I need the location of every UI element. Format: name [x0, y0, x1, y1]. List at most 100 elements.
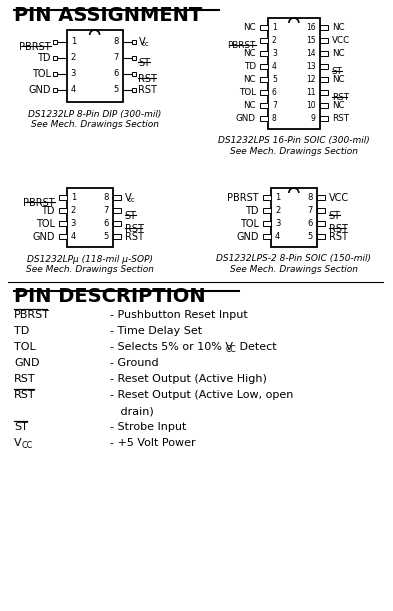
Text: TOL: TOL [14, 342, 36, 352]
Bar [320, 116, 328, 121]
Bar [320, 77, 328, 82]
Bar [53, 56, 57, 60]
Text: 2: 2 [275, 207, 280, 215]
Text: 7: 7 [307, 207, 313, 215]
Bar [320, 90, 328, 95]
Bar [263, 196, 271, 200]
Text: VCC: VCC [329, 192, 349, 203]
Bar [260, 38, 268, 43]
Text: 3: 3 [71, 219, 76, 229]
Text: RST: RST [125, 224, 143, 234]
Text: RST: RST [125, 232, 143, 242]
Bar [260, 116, 268, 121]
Text: GND: GND [14, 358, 39, 368]
Bar [260, 90, 268, 95]
Text: DS1232LP 8-Pin DIP (300-mil): DS1232LP 8-Pin DIP (300-mil) [28, 110, 161, 119]
Text: CC: CC [22, 441, 33, 450]
Text: 1: 1 [71, 193, 76, 202]
Text: PIN ASSIGNMENT: PIN ASSIGNMENT [14, 6, 202, 25]
Bar [112, 208, 121, 213]
Text: NC: NC [243, 75, 256, 84]
Text: RST: RST [138, 74, 157, 84]
Text: TD: TD [244, 62, 256, 71]
Bar [260, 51, 268, 56]
Text: 4: 4 [275, 232, 280, 241]
Text: V: V [125, 192, 131, 203]
Text: 9: 9 [311, 114, 316, 123]
Text: GND: GND [32, 232, 55, 242]
Bar [271, 188, 317, 246]
Text: See Mech. Drawings Section: See Mech. Drawings Section [230, 265, 358, 274]
Bar [132, 72, 136, 76]
Text: 1: 1 [272, 23, 277, 32]
Text: ST: ST [138, 58, 151, 68]
Bar [320, 51, 328, 56]
Bar [53, 40, 57, 44]
Text: 16: 16 [306, 23, 316, 32]
Text: 14: 14 [306, 49, 316, 58]
Text: 6: 6 [103, 219, 108, 229]
Bar [112, 234, 121, 240]
Bar [132, 88, 136, 92]
Text: NC: NC [243, 23, 256, 32]
Text: RST: RST [332, 93, 349, 102]
Bar [317, 221, 325, 226]
Text: cc: cc [141, 42, 149, 48]
Bar [112, 221, 121, 226]
Text: 3: 3 [71, 70, 76, 78]
Text: - Strobe Input: - Strobe Input [110, 422, 186, 432]
Bar [260, 64, 268, 69]
Text: 2: 2 [272, 36, 277, 45]
Text: PBRST: PBRST [23, 198, 55, 208]
Text: drain): drain) [110, 406, 153, 416]
Text: TOL: TOL [32, 69, 51, 79]
Bar [53, 88, 57, 92]
Text: RST: RST [14, 390, 36, 400]
Text: GND: GND [236, 114, 256, 123]
Bar [59, 196, 67, 200]
Bar [320, 25, 328, 31]
Text: 5: 5 [103, 232, 108, 241]
Text: GND: GND [28, 85, 51, 95]
Bar [59, 221, 67, 226]
Text: TD: TD [14, 326, 29, 336]
Text: ST: ST [14, 422, 28, 432]
Text: ST: ST [332, 67, 343, 76]
Bar [268, 18, 320, 128]
Bar [320, 103, 328, 108]
Text: 15: 15 [306, 36, 316, 45]
Text: - Reset Output (Active High): - Reset Output (Active High) [110, 374, 266, 384]
Text: 1: 1 [275, 193, 280, 202]
Bar [67, 30, 123, 102]
Text: 6: 6 [307, 219, 313, 229]
Text: See Mech. Drawings Section: See Mech. Drawings Section [31, 120, 159, 129]
Text: 6: 6 [113, 70, 119, 78]
Text: 8: 8 [307, 193, 313, 202]
Text: 1: 1 [71, 37, 76, 46]
Text: - Ground: - Ground [110, 358, 158, 368]
Text: NC: NC [332, 101, 344, 110]
Text: 13: 13 [306, 62, 316, 71]
Bar [59, 208, 67, 213]
Text: ST: ST [125, 211, 136, 221]
Text: 5: 5 [272, 75, 277, 84]
Text: cc: cc [127, 197, 135, 203]
Bar [132, 56, 136, 60]
Text: RST: RST [329, 232, 347, 242]
Bar [317, 208, 325, 213]
Text: RST: RST [329, 224, 347, 234]
Text: NC: NC [243, 101, 256, 110]
Bar [320, 64, 328, 69]
Text: 4: 4 [71, 232, 76, 241]
Text: PBRST: PBRST [228, 42, 256, 50]
Text: 7: 7 [113, 54, 119, 62]
Text: 10: 10 [306, 101, 316, 110]
Bar [59, 234, 67, 240]
Bar [317, 196, 325, 200]
Text: DS1232LPμ (118-mil μ-SOP): DS1232LPμ (118-mil μ-SOP) [27, 255, 152, 263]
Text: TOL: TOL [36, 219, 55, 229]
Text: PBRST: PBRST [227, 192, 259, 203]
Text: 7: 7 [272, 101, 277, 110]
Text: 7: 7 [103, 207, 108, 215]
Text: 8: 8 [272, 114, 277, 123]
